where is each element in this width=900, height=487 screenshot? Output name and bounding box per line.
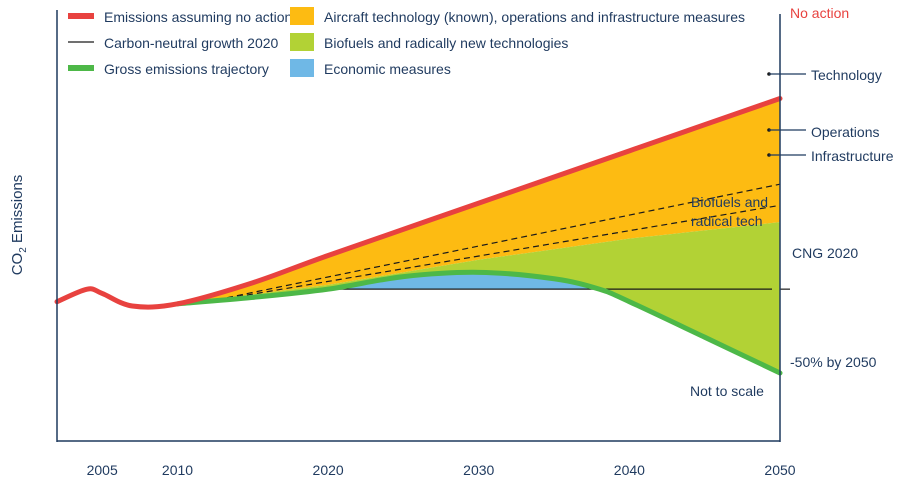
area-aircraft-technology — [177, 98, 780, 304]
annotation-technology: Technology — [811, 67, 882, 83]
y-axis-label: CO2 Emissions — [9, 175, 29, 276]
annotation-not-to-scale: Not to scale — [690, 383, 764, 399]
dashed-line-operations — [207, 183, 781, 303]
legend-entry-3: Aircraft technology (known), operations … — [290, 7, 745, 25]
annotation-infrastructure: Infrastructure — [811, 148, 894, 164]
legend-entry-1: Carbon-neutral growth 2020 — [68, 35, 279, 51]
annotation-cng-2020: CNG 2020 — [792, 245, 858, 261]
legend-label: Aircraft technology (known), operations … — [324, 9, 745, 25]
legend-label: Biofuels and radically new technologies — [324, 35, 568, 51]
legend-swatch — [290, 7, 314, 25]
annotation-operations: Operations — [811, 124, 879, 140]
y-axis-label-main: CO — [9, 253, 26, 276]
legend: Emissions assuming no action Carbon-neutr… — [68, 7, 745, 77]
legend-label: Carbon-neutral growth 2020 — [104, 35, 279, 51]
legend-label: Emissions assuming no action — [104, 9, 292, 25]
chart-areas — [177, 98, 780, 373]
legend-entry-0: Emissions assuming no action — [68, 9, 292, 25]
x-tick-2050: 2050 — [764, 462, 795, 478]
area-economic-measures — [328, 272, 600, 290]
x-tick-2010: 2010 — [162, 462, 193, 478]
annotation-50-percent: -50% by 2050 — [790, 354, 877, 370]
legend-label: Economic measures — [324, 61, 451, 77]
chart-axes — [56, 10, 781, 442]
annotations: No action Technology Operations Infrastruct… — [690, 5, 894, 399]
legend-entry-2: Gross emissions trajectory — [68, 61, 269, 77]
dashed-line-infrastructure — [207, 204, 781, 303]
legend-label: Gross emissions trajectory — [104, 61, 269, 77]
annotation-biofuels-line1: Biofuels and — [691, 194, 768, 210]
x-tick-2030: 2030 — [463, 462, 494, 478]
annotation-no-action: No action — [790, 5, 849, 21]
legend-entry-5: Economic measures — [290, 59, 451, 77]
series-gross-emissions-line — [175, 269, 783, 376]
legend-swatch — [290, 33, 314, 51]
annotation-biofuels-line2: radical tech — [691, 213, 763, 229]
y-axis-label-sub: 2 — [18, 247, 29, 253]
y-axis-label-rest: Emissions — [9, 175, 26, 248]
x-tick-2005: 2005 — [87, 462, 118, 478]
legend-entry-4: Biofuels and radically new technologies — [290, 33, 568, 51]
x-tick-labels: 2005 2010 2020 2030 2040 2050 — [87, 462, 796, 478]
x-tick-2040: 2040 — [614, 462, 645, 478]
series-no-action-line — [54, 96, 783, 310]
x-tick-2020: 2020 — [313, 462, 344, 478]
area-biofuels — [177, 222, 780, 373]
legend-swatch — [290, 59, 314, 77]
chart-lines — [54, 96, 790, 376]
